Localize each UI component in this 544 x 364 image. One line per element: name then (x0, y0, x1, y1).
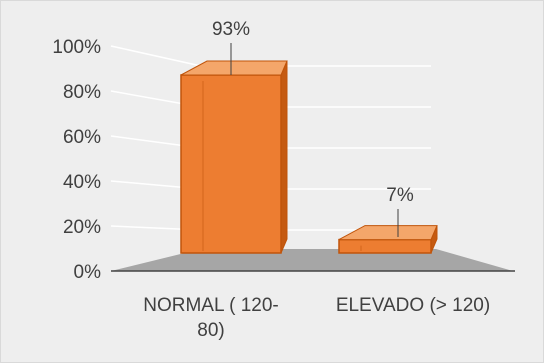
bars (180, 60, 438, 254)
x-tick-label: ELEVADO (> 120) (336, 295, 490, 316)
y-tick-label: 40% (63, 172, 101, 193)
y-tick-label: 100% (52, 37, 101, 58)
y-tick-label: 20% (63, 217, 101, 238)
x-axis: NORMAL ( 120- 80) ELEVADO (> 120) (143, 295, 490, 341)
bar (338, 238, 432, 254)
bar-top (180, 60, 288, 76)
y-tick-label: 0% (74, 262, 102, 283)
data-label: 7% (386, 185, 414, 206)
x-tick-label: NORMAL ( 120- (143, 295, 279, 316)
bar-top (338, 225, 438, 241)
y-tick-label: 60% (63, 127, 101, 148)
bar (180, 74, 282, 254)
y-tick-label: 80% (63, 82, 101, 103)
bar-side (280, 60, 288, 254)
y-axis: 0% 20% 40% 60% 80% 100% (52, 37, 101, 283)
x-tick-label: 80) (197, 320, 224, 341)
chart-floor (111, 249, 515, 272)
gridline-side (110, 45, 202, 67)
chart-floor-plane (111, 249, 513, 271)
data-label: 93% (212, 19, 250, 40)
data-labels: 93% 7% (212, 19, 414, 237)
